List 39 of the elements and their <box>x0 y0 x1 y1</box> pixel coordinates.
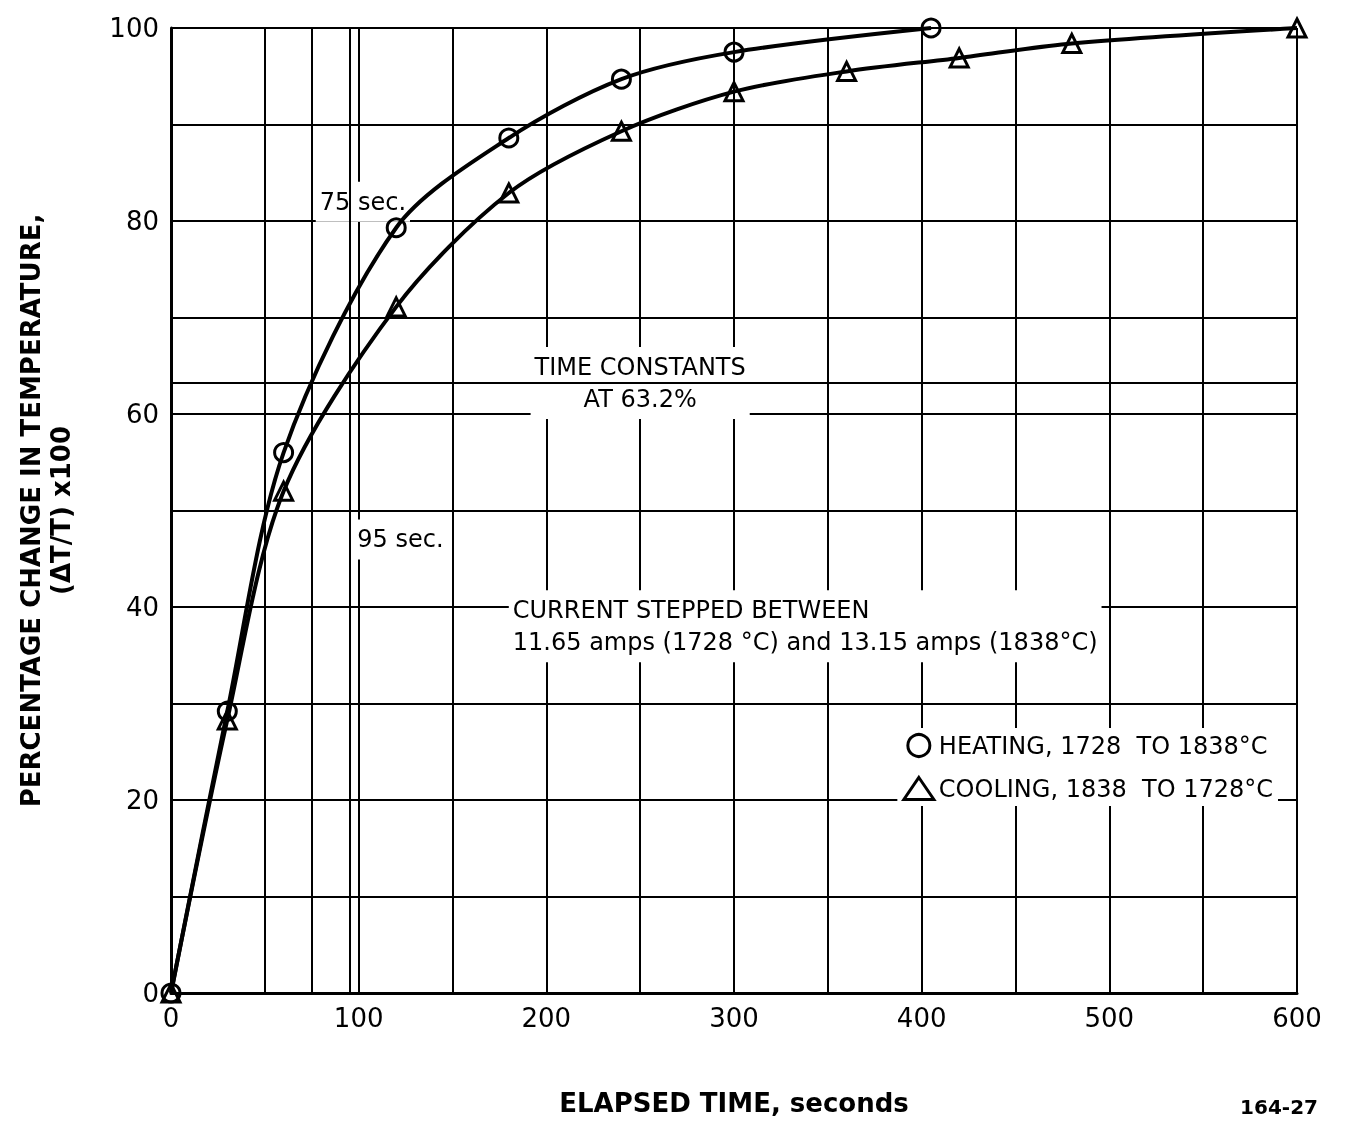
point <box>1061 32 1083 54</box>
y-tick-label: 80 <box>125 206 159 236</box>
ref-line-label: TIME CONSTANTS AT 63.2% <box>533 353 746 414</box>
x-tick-label: 500 <box>1084 1003 1135 1033</box>
x-tick-label: 100 <box>333 1003 384 1033</box>
point <box>272 478 295 502</box>
y-tick-label: 40 <box>125 592 159 622</box>
point <box>948 47 970 69</box>
x-tick-label: 300 <box>709 1003 759 1033</box>
ref-line-label: 95 sec. <box>357 525 444 554</box>
ref-line-label: 75 sec. <box>319 187 407 216</box>
point <box>498 127 520 149</box>
y-tick-label: 60 <box>125 399 159 429</box>
point <box>610 68 632 90</box>
point <box>610 120 632 142</box>
y-tick-label: 20 <box>125 785 159 815</box>
point <box>385 296 407 318</box>
x-tick-label: 600 <box>1272 1003 1322 1033</box>
point <box>498 180 521 204</box>
x-tick-label: 0 <box>162 1003 180 1033</box>
x-axis-title: ELAPSED TIME, seconds <box>559 1088 909 1118</box>
point <box>385 217 407 239</box>
x-tick-label: 400 <box>896 1003 947 1033</box>
point <box>273 442 295 464</box>
point <box>723 81 745 103</box>
point <box>920 17 942 39</box>
legend-label: HEATING, 1728 TO 1838°C <box>938 731 1268 760</box>
point <box>836 60 858 82</box>
y-tick-label: 0 <box>142 978 159 1008</box>
legend-label: COOLING, 1838 TO 1728°C <box>938 774 1274 803</box>
point <box>216 709 238 731</box>
x-tick-label: 200 <box>521 1003 572 1033</box>
point <box>216 700 238 722</box>
point <box>723 41 745 63</box>
y-tick-label: 100 <box>109 13 159 43</box>
point <box>1286 17 1308 39</box>
annotation: CURRENT STEPPED BETWEEN 11.65 amps (1728 °C) and 13.15 amps (1838°C) <box>512 596 1098 657</box>
y-axis-title: PERCENTAGE CHANGE IN TEMPERATURE, (ΔT/T) x100 <box>16 213 76 808</box>
text: 164-27 <box>1240 1095 1319 1119</box>
